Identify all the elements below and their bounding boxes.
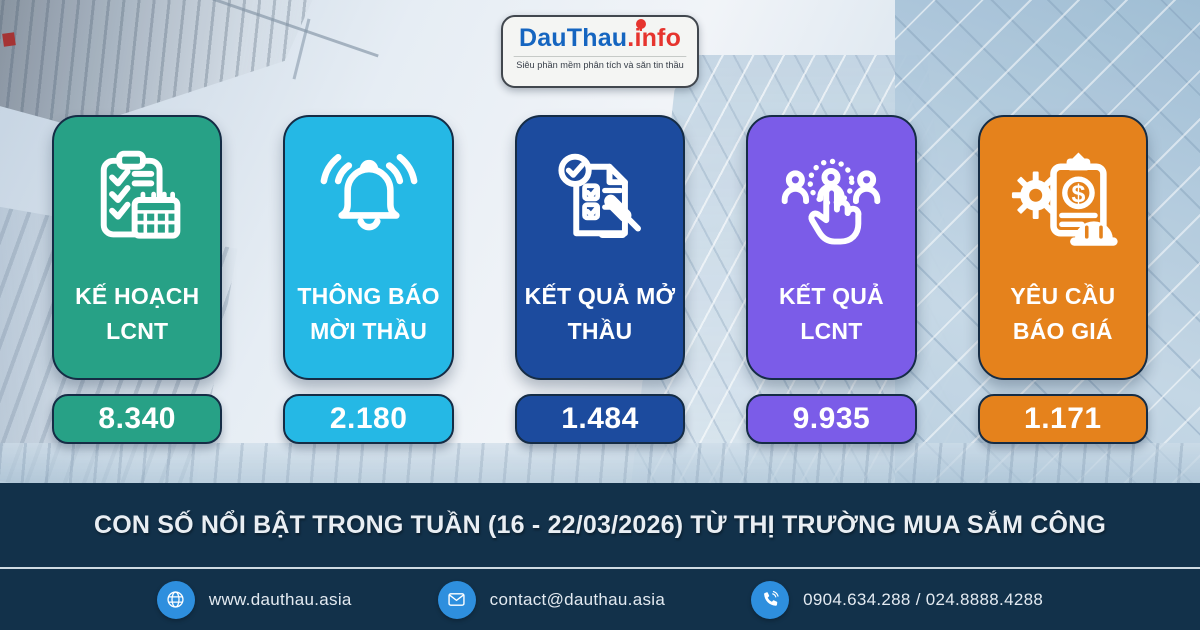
stat-label: THÔNG BÁO MỜI THẦU — [297, 283, 440, 344]
logo-tagline: Siêu phần mềm phân tích và săn tin thầu — [513, 56, 687, 71]
stat-value-thong-bao-moi-thau: 2.180 — [283, 394, 454, 444]
stat-card-thong-bao-moi-thau: THÔNG BÁO MỜI THẦU — [283, 115, 454, 380]
bell-icon — [320, 153, 417, 231]
stat-label: KẾ HOẠCH LCNT — [75, 283, 200, 344]
stat-label: KẾT QUẢ MỞ THẦU — [524, 283, 676, 344]
stat-value-ket-qua-lcnt: 9.935 — [746, 394, 917, 444]
contact-footer: www.dauthau.asia contact@dauthau.asia 09… — [0, 567, 1200, 630]
stat-cards-row: KẾ HOẠCH LCNT THÔNG BÁO MỜI THẦU — [52, 115, 1149, 380]
stat-card-ket-qua-mo-thau: KẾT QUẢ MỞ THẦU — [514, 115, 686, 380]
headline-banner: CON SỐ NỔI BẬT TRONG TUẦN (16 - 22/03/20… — [0, 483, 1200, 567]
footer-phone[interactable]: 0904.634.288 / 024.8888.4288 — [751, 580, 1044, 619]
email-address[interactable]: contact@dauthau.asia — [489, 589, 666, 609]
stat-label: KẾT QUẢ LCNT — [778, 283, 884, 344]
website-url[interactable]: www.dauthau.asia — [208, 589, 352, 609]
footer-website[interactable]: www.dauthau.asia — [156, 580, 352, 619]
email-icon — [437, 580, 476, 619]
document-gavel-shield-icon — [558, 153, 641, 238]
stat-card-ket-qua-lcnt: KẾT QUẢ LCNT — [746, 115, 917, 380]
logo: DauThau .info Siêu phần mềm phân tích và … — [501, 15, 699, 88]
footer-email[interactable]: contact@dauthau.asia — [437, 580, 666, 619]
stat-label: YÊU CẦU BÁO GIÁ — [1010, 283, 1116, 344]
phone-numbers[interactable]: 0904.634.288 / 024.8888.4288 — [803, 589, 1044, 609]
stat-card-ke-hoach-lcnt: KẾ HOẠCH LCNT — [52, 115, 223, 380]
stat-values-row: 8.340 2.180 1.484 9.935 1.171 — [52, 394, 1149, 444]
stat-card-yeu-cau-bao-gia: $ YÊU CẦU BÁO GIÁ — [977, 115, 1149, 380]
banner-title: CON SỐ NỔI BẬT TRONG TUẦN (16 - 22/03/20… — [93, 510, 1107, 539]
background-buildings-bottom — [0, 443, 1200, 483]
logo-wordmark: DauThau .info — [518, 19, 682, 53]
globe-icon — [156, 580, 195, 619]
stat-value-yeu-cau-bao-gia: 1.171 — [977, 394, 1149, 444]
stat-value-ket-qua-mo-thau: 1.484 — [514, 394, 686, 444]
contractor-selection-hand-icon — [782, 158, 881, 245]
stat-value-ke-hoach-lcnt: 8.340 — [52, 394, 223, 444]
logo-brand-primary: DauThau — [518, 24, 628, 52]
phone-icon — [751, 580, 790, 619]
logo-brand-suffix: .info — [627, 24, 682, 52]
quote-clipboard-gear-helmet-icon: $ — [1011, 152, 1118, 246]
background-red-sign — [2, 32, 16, 47]
svg-text:$: $ — [1071, 180, 1085, 208]
logo-pin-icon — [636, 19, 647, 31]
clipboard-checklist-calendar-icon — [100, 150, 181, 239]
